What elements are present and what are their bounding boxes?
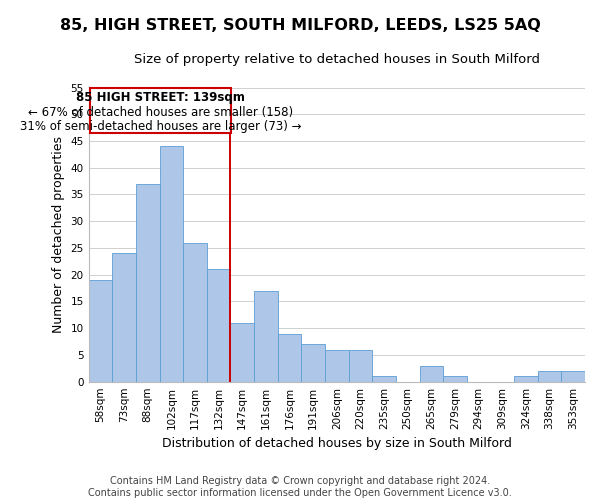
- Bar: [183, 242, 207, 382]
- Text: 31% of semi-detached houses are larger (73) →: 31% of semi-detached houses are larger (…: [20, 120, 301, 132]
- Bar: [278, 334, 301, 382]
- X-axis label: Distribution of detached houses by size in South Milford: Distribution of detached houses by size …: [162, 437, 512, 450]
- Text: Contains HM Land Registry data © Crown copyright and database right 2024.
Contai: Contains HM Land Registry data © Crown c…: [88, 476, 512, 498]
- Y-axis label: Number of detached properties: Number of detached properties: [52, 136, 65, 333]
- Bar: [325, 350, 349, 382]
- Bar: [136, 184, 160, 382]
- Bar: [419, 366, 443, 382]
- Bar: [372, 376, 396, 382]
- Title: Size of property relative to detached houses in South Milford: Size of property relative to detached ho…: [134, 52, 540, 66]
- Bar: [301, 344, 325, 382]
- Bar: [89, 280, 112, 382]
- Bar: [349, 350, 372, 382]
- Bar: [207, 270, 230, 382]
- Text: 85, HIGH STREET, SOUTH MILFORD, LEEDS, LS25 5AQ: 85, HIGH STREET, SOUTH MILFORD, LEEDS, L…: [59, 18, 541, 32]
- Bar: [254, 291, 278, 382]
- Bar: [562, 371, 585, 382]
- FancyBboxPatch shape: [90, 88, 231, 133]
- Bar: [538, 371, 562, 382]
- Bar: [160, 146, 183, 382]
- Text: ← 67% of detached houses are smaller (158): ← 67% of detached houses are smaller (15…: [28, 106, 293, 119]
- Bar: [112, 254, 136, 382]
- Bar: [230, 323, 254, 382]
- Text: 85 HIGH STREET: 139sqm: 85 HIGH STREET: 139sqm: [76, 90, 245, 104]
- Bar: [514, 376, 538, 382]
- Bar: [443, 376, 467, 382]
